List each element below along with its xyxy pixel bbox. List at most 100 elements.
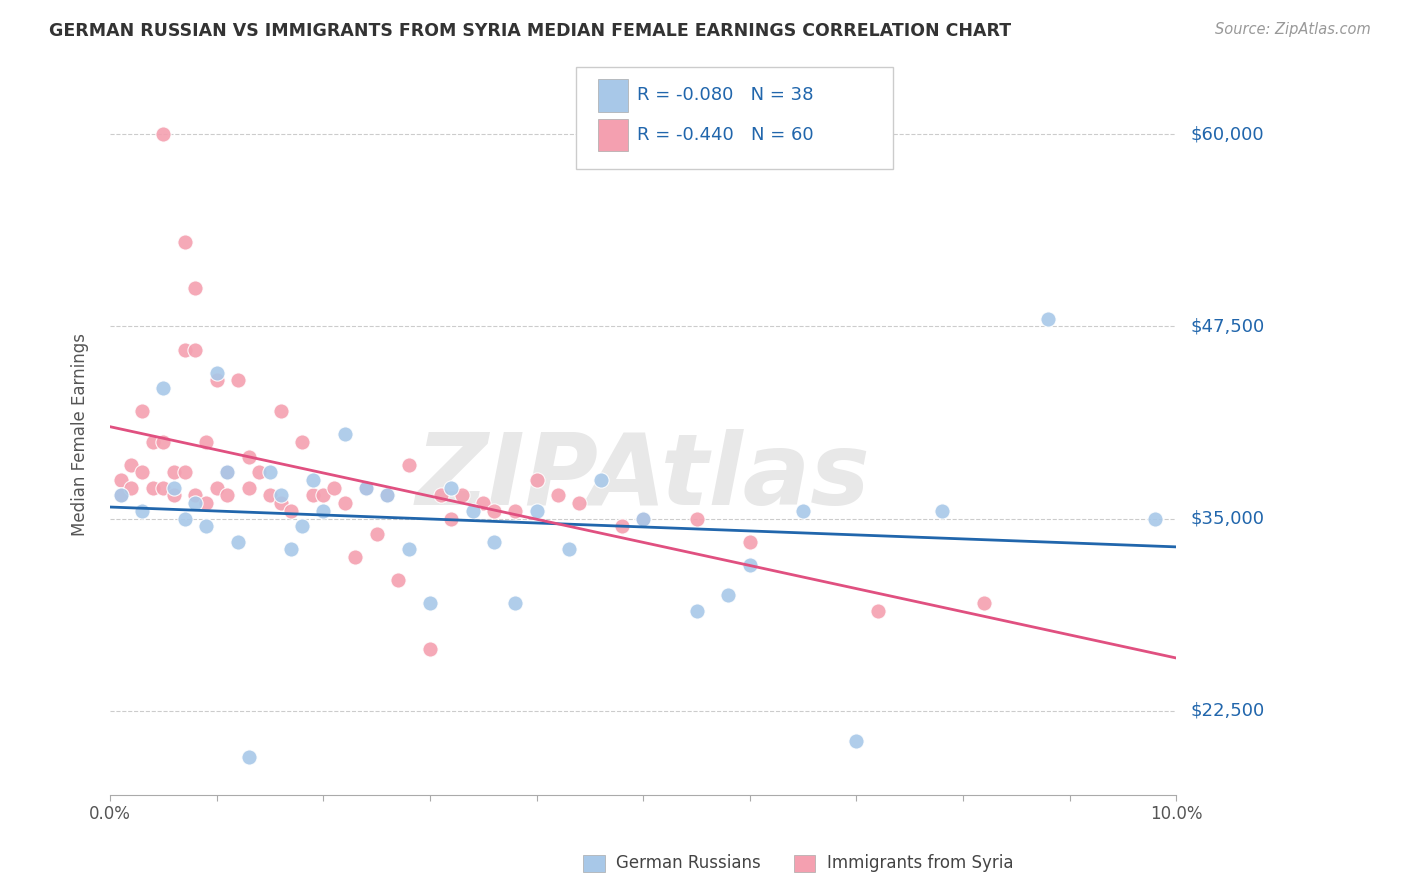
- Point: [312, 504, 335, 518]
- Point: [270, 488, 292, 502]
- Point: [217, 466, 239, 480]
- Text: Source: ZipAtlas.com: Source: ZipAtlas.com: [1215, 22, 1371, 37]
- Text: GERMAN RUSSIAN VS IMMIGRANTS FROM SYRIA MEDIAN FEMALE EARNINGS CORRELATION CHART: GERMAN RUSSIAN VS IMMIGRANTS FROM SYRIA …: [49, 22, 1011, 40]
- Point: [259, 466, 281, 480]
- Point: [291, 519, 314, 533]
- Point: [259, 488, 281, 502]
- Point: [451, 488, 474, 502]
- Point: [173, 511, 195, 525]
- Point: [131, 504, 153, 518]
- Point: [631, 511, 654, 525]
- Point: [557, 542, 579, 557]
- Point: [205, 481, 228, 495]
- Point: [312, 488, 335, 502]
- Point: [131, 466, 153, 480]
- Point: [354, 481, 377, 495]
- Point: [717, 588, 740, 602]
- Point: [217, 466, 239, 480]
- Point: [375, 488, 398, 502]
- Text: R = -0.440   N = 60: R = -0.440 N = 60: [637, 126, 814, 144]
- Point: [526, 473, 548, 487]
- Point: [482, 504, 505, 518]
- Point: [152, 128, 174, 142]
- Point: [333, 496, 356, 510]
- Point: [301, 488, 323, 502]
- Point: [568, 496, 591, 510]
- Point: [866, 604, 889, 618]
- Point: [247, 466, 270, 480]
- Point: [333, 427, 356, 442]
- Point: [280, 504, 302, 518]
- Point: [184, 488, 207, 502]
- Text: $22,500: $22,500: [1191, 702, 1264, 720]
- Point: [142, 434, 165, 449]
- Point: [152, 434, 174, 449]
- Point: [610, 519, 633, 533]
- Point: [195, 434, 218, 449]
- Point: [238, 749, 260, 764]
- Point: [931, 504, 953, 518]
- Point: [238, 481, 260, 495]
- Text: $35,000: $35,000: [1191, 509, 1264, 527]
- Point: [503, 504, 526, 518]
- Point: [120, 458, 142, 472]
- Text: $60,000: $60,000: [1191, 126, 1264, 144]
- Point: [685, 604, 707, 618]
- Point: [344, 549, 367, 564]
- Point: [472, 496, 495, 510]
- Text: German Russians: German Russians: [616, 855, 761, 872]
- Point: [291, 434, 314, 449]
- Point: [419, 642, 441, 657]
- Point: [631, 511, 654, 525]
- Point: [152, 381, 174, 395]
- Point: [375, 488, 398, 502]
- Point: [131, 404, 153, 418]
- Point: [163, 466, 186, 480]
- Point: [398, 542, 420, 557]
- Point: [110, 473, 132, 487]
- Text: Immigrants from Syria: Immigrants from Syria: [827, 855, 1014, 872]
- Point: [685, 511, 707, 525]
- Point: [429, 488, 451, 502]
- Point: [440, 481, 463, 495]
- Point: [173, 466, 195, 480]
- Point: [503, 596, 526, 610]
- Point: [354, 481, 377, 495]
- Point: [184, 496, 207, 510]
- Point: [110, 488, 132, 502]
- Point: [366, 527, 388, 541]
- Point: [217, 488, 239, 502]
- Point: [547, 488, 569, 502]
- Point: [226, 373, 249, 387]
- Point: [152, 481, 174, 495]
- Point: [419, 596, 441, 610]
- Point: [205, 366, 228, 380]
- Point: [173, 343, 195, 357]
- Point: [120, 481, 142, 495]
- Point: [738, 534, 761, 549]
- Point: [973, 596, 995, 610]
- Point: [163, 481, 186, 495]
- Point: [195, 519, 218, 533]
- Point: [1143, 511, 1166, 525]
- Point: [526, 504, 548, 518]
- Point: [226, 534, 249, 549]
- Text: $47,500: $47,500: [1191, 318, 1264, 335]
- Point: [738, 558, 761, 572]
- Text: ZIPAtlas: ZIPAtlas: [416, 429, 870, 526]
- Point: [184, 281, 207, 295]
- Point: [589, 473, 612, 487]
- Point: [173, 235, 195, 249]
- Point: [1038, 311, 1060, 326]
- Point: [482, 534, 505, 549]
- Point: [184, 343, 207, 357]
- Point: [280, 542, 302, 557]
- Point: [845, 734, 868, 748]
- Point: [163, 488, 186, 502]
- Y-axis label: Median Female Earnings: Median Female Earnings: [72, 333, 89, 535]
- Point: [110, 488, 132, 502]
- Point: [238, 450, 260, 464]
- Point: [301, 473, 323, 487]
- Point: [142, 481, 165, 495]
- Point: [205, 373, 228, 387]
